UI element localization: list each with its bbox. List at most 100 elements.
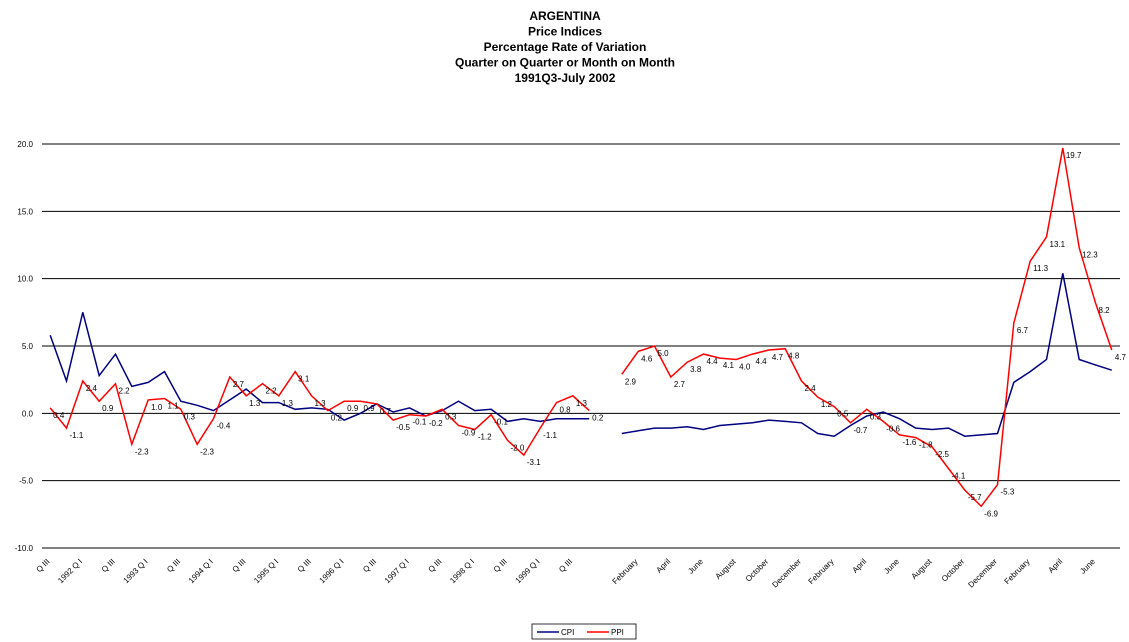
data-label: 4.1 [723, 361, 735, 370]
data-label: 0.9 [102, 404, 114, 413]
chart-title: Price Indices [528, 25, 602, 39]
data-label: 3.1 [298, 375, 310, 384]
y-tick-label: 0.0 [22, 409, 34, 418]
data-label: 19.7 [1066, 151, 1082, 160]
data-label: 4.6 [641, 354, 653, 363]
x-tick-label: Q III [557, 557, 574, 574]
y-tick-label: 5.0 [22, 342, 34, 351]
data-label: 1.3 [315, 399, 327, 408]
data-label: -0.2 [429, 419, 443, 428]
x-tick-label: June [882, 557, 901, 576]
x-tick-label: August [714, 557, 739, 582]
data-label: 2.9 [625, 377, 637, 386]
x-tick-label: December [966, 557, 999, 590]
x-tick-label: April [1047, 557, 1065, 575]
data-label: 1.3 [576, 399, 588, 408]
series-line [621, 273, 1113, 437]
data-label: -1.8 [919, 441, 933, 450]
data-label: 13.1 [1050, 240, 1066, 249]
x-tick-label: Q III [492, 557, 509, 574]
data-label: 2.2 [266, 387, 278, 396]
x-tick-label: 1998 Q I [448, 557, 476, 585]
data-label: 1.3 [282, 399, 294, 408]
x-tick-label: Q III [427, 557, 444, 574]
chart-title: ARGENTINA [529, 9, 601, 23]
chart-title: Quarter on Quarter or Month on Month [455, 56, 675, 70]
data-label: 2.2 [119, 387, 131, 396]
y-tick-label: -5.0 [19, 477, 33, 486]
data-label: 1.3 [249, 399, 261, 408]
data-label: -1.1 [70, 431, 84, 440]
data-label: -2.3 [135, 447, 149, 456]
x-tick-label: August [910, 557, 935, 582]
series-line [621, 147, 1113, 508]
data-label: -0.7 [854, 426, 868, 435]
data-label: -3.1 [527, 458, 541, 467]
data-label: 6.7 [1017, 326, 1029, 335]
data-label: 11.3 [1033, 264, 1049, 273]
data-label: -1.2 [478, 432, 492, 441]
x-tick-label: 1997 Q I [383, 557, 411, 585]
y-tick-label: 10.0 [17, 275, 33, 284]
data-label: -2.5 [935, 450, 949, 459]
y-tick-label: 15.0 [17, 207, 33, 216]
data-label: -2.0 [511, 443, 525, 452]
data-label: 5.0 [658, 349, 670, 358]
data-label: 0.2 [331, 414, 343, 423]
data-label: -6.9 [984, 509, 998, 518]
data-label: -1.6 [903, 438, 917, 447]
data-label: 4.4 [756, 357, 768, 366]
data-label: 0.3 [184, 412, 196, 421]
chart-title: 1991Q3-July 2002 [515, 71, 616, 85]
data-label: 4.8 [788, 352, 800, 361]
data-label: 4.4 [707, 357, 719, 366]
data-label: -0.1 [413, 418, 427, 427]
x-tick-label: 1996 Q I [318, 557, 346, 585]
x-tick-label: 1994 Q I [187, 557, 215, 585]
data-label: -0.9 [462, 428, 476, 437]
data-label: 0.9 [347, 404, 359, 413]
legend-label: PPI [611, 628, 624, 637]
data-label: 2.4 [86, 384, 98, 393]
series-line [49, 312, 590, 423]
x-tick-label: October [744, 557, 771, 584]
x-tick-label: February [611, 557, 640, 586]
chart-title: Percentage Rate of Variation [484, 40, 647, 54]
legend-box [531, 623, 637, 640]
data-label: -0.5 [396, 423, 410, 432]
x-tick-label: 1993 Q I [122, 557, 150, 585]
data-label: 2.4 [805, 384, 817, 393]
data-label: -2.3 [200, 447, 214, 456]
data-label: -4.1 [952, 472, 966, 481]
x-tick-label: Q III [231, 557, 248, 574]
x-tick-label: April [851, 557, 869, 575]
x-tick-label: June [1078, 557, 1097, 576]
data-label: 0.7 [380, 407, 392, 416]
data-label: 0.2 [592, 414, 604, 423]
data-label: 0.4 [53, 411, 65, 420]
x-tick-label: Q III [361, 557, 378, 574]
data-label: 0.8 [560, 406, 572, 415]
legend-label: CPI [561, 628, 574, 637]
x-tick-label: Q III [100, 557, 117, 574]
series-line [49, 370, 590, 457]
x-tick-label: February [807, 557, 836, 586]
data-label: -0.1 [494, 418, 508, 427]
y-tick-label: 20.0 [17, 140, 33, 149]
data-label: -5.7 [968, 493, 982, 502]
data-label: 0.3 [870, 412, 882, 421]
data-label: 0.5 [837, 410, 849, 419]
x-tick-label: 1995 Q I [252, 557, 280, 585]
x-tick-label: Q III [165, 557, 182, 574]
data-label: -0.6 [886, 424, 900, 433]
data-label: 12.3 [1082, 251, 1098, 260]
data-label: 2.7 [674, 380, 686, 389]
data-label: 1.1 [168, 402, 180, 411]
x-tick-label: Q III [35, 557, 52, 574]
data-label: 4.7 [772, 353, 784, 362]
data-label: 4.7 [1115, 353, 1127, 362]
x-tick-label: October [940, 557, 967, 584]
x-tick-label: 1992 Q I [56, 557, 84, 585]
data-label: 2.7 [233, 380, 245, 389]
